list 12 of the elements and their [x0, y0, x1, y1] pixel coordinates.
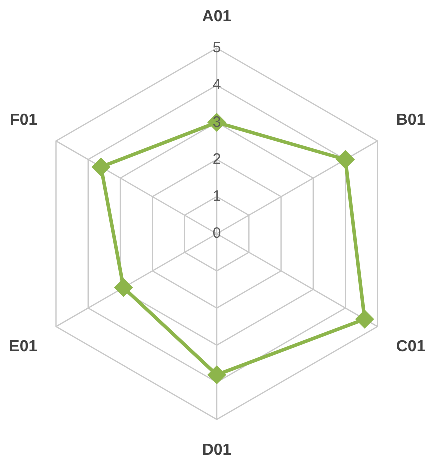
spoke-label: A01 [202, 8, 232, 26]
y-tick-label: 4 [212, 76, 222, 94]
spoke-label: E01 [9, 338, 38, 356]
spoke-label: F01 [10, 112, 38, 130]
y-tick-label: 3 [212, 114, 222, 131]
spoke-label: C01 [396, 338, 426, 356]
spoke-label: B01 [396, 112, 426, 130]
y-tick-label: 0 [212, 225, 222, 242]
y-tick-label: 2 [212, 150, 222, 168]
spoke-label: D01 [202, 442, 232, 460]
y-tick-label: 1 [212, 188, 222, 206]
y-tick-label: 5 [212, 40, 222, 57]
